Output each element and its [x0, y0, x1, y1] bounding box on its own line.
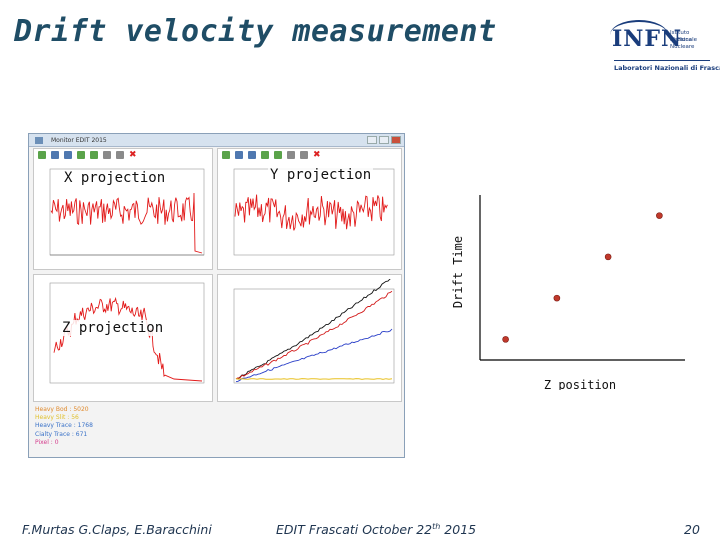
- pane-toolbar: ✖: [222, 150, 321, 160]
- data-point: [553, 294, 561, 302]
- info-line: Heavy Trace : 1768: [35, 422, 93, 430]
- minimize-button[interactable]: [367, 136, 377, 144]
- app-icon: [35, 137, 43, 144]
- info-line: Heavy Slit : 56: [35, 414, 79, 422]
- info-line: Pixel : 0: [35, 438, 59, 446]
- forward-icon[interactable]: [64, 151, 72, 159]
- x-axis-label: Z position: [544, 378, 616, 390]
- x-projection-pane: ✖: [33, 148, 213, 270]
- footer-event-year: 2015: [440, 522, 477, 538]
- logo-line-2: di Fisica Nucleare: [670, 37, 695, 50]
- play-icon[interactable]: [38, 151, 46, 159]
- footer-event-text: EDIT Frascati October 22: [276, 522, 433, 538]
- data-point: [656, 212, 663, 219]
- footer-authors: F.Murtas G.Claps, E.Baracchini: [22, 522, 212, 537]
- y-projection-label: Y projection: [268, 167, 374, 183]
- y-projection-plot: [233, 168, 395, 256]
- data-point: [604, 253, 612, 261]
- slide-title: Drift velocity measurement: [14, 14, 497, 49]
- logo-divider: [614, 60, 710, 61]
- logo-lab-name: Laboratori Nazionali di Frascati: [614, 64, 720, 72]
- time-lines-plot: [233, 279, 395, 384]
- y-axis-label: Drift Time: [451, 236, 465, 308]
- z-projection-pane: [33, 274, 213, 402]
- play-icon[interactable]: [222, 151, 230, 159]
- info-line: Cialty Trace : 671: [35, 430, 88, 438]
- drift-time-chart: Drift Time Z position: [451, 195, 685, 390]
- data-point: [502, 336, 509, 343]
- time-lines-pane: [217, 274, 402, 402]
- close-button[interactable]: [391, 136, 401, 144]
- save-icon[interactable]: [287, 151, 295, 159]
- back-icon[interactable]: [51, 151, 59, 159]
- logo-line-1: Istituto Nazionale: [670, 30, 698, 43]
- window-titlebar: Monitor EDIT 2015: [29, 134, 404, 147]
- settings-icon[interactable]: [300, 151, 308, 159]
- footer-event: EDIT Frascati October 22th 2015: [276, 522, 476, 537]
- close-icon[interactable]: ✖: [313, 150, 321, 160]
- x-projection-label: X projection: [62, 170, 168, 186]
- z-projection-label: Z projection: [60, 320, 166, 336]
- pan-icon[interactable]: [90, 151, 98, 159]
- window-title: Monitor EDIT 2015: [51, 137, 107, 144]
- save-icon[interactable]: [103, 151, 111, 159]
- close-icon[interactable]: ✖: [129, 150, 137, 160]
- z-projection-plot: [49, 282, 205, 384]
- info-panel: Heavy Bod : 5020 Heavy Slit : 56 Heavy Tra…: [35, 406, 93, 447]
- pane-toolbar: ✖: [38, 150, 137, 160]
- settings-icon[interactable]: [116, 151, 124, 159]
- zoom-icon[interactable]: [261, 151, 269, 159]
- logo-arc: [610, 20, 668, 50]
- logo-mark: INFN: [612, 26, 683, 52]
- pan-icon[interactable]: [274, 151, 282, 159]
- maximize-button[interactable]: [379, 136, 389, 144]
- zoom-icon[interactable]: [77, 151, 85, 159]
- infn-logo: INFN Istituto Nazionale di Fisica Nuclea…: [606, 20, 720, 82]
- back-icon[interactable]: [235, 151, 243, 159]
- footer-event-sup: th: [432, 522, 441, 531]
- page-number: 20: [684, 522, 700, 537]
- forward-icon[interactable]: [248, 151, 256, 159]
- info-line: Heavy Bod : 5020: [35, 406, 89, 413]
